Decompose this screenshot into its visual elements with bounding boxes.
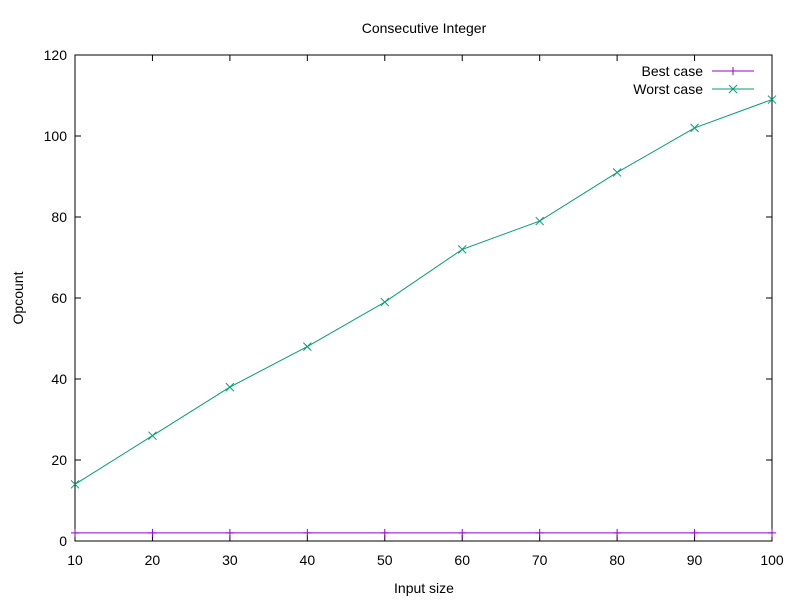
- legend-marker: [729, 67, 737, 75]
- data-point: [380, 528, 389, 537]
- x-axis-label: Input size: [394, 580, 454, 596]
- data-point: [302, 342, 312, 351]
- y-tick-label: 0: [59, 533, 67, 549]
- legend-marker: [728, 84, 738, 94]
- data-point: [458, 528, 467, 537]
- legend-label: Best case: [642, 63, 704, 79]
- y-tick-label: 60: [51, 290, 67, 306]
- data-point: [535, 216, 545, 226]
- y-axis-ticks: 0 20 40 60 80 100 120: [44, 47, 772, 549]
- x-tick-label: 30: [222, 552, 238, 568]
- y-tick-label: 100: [44, 128, 68, 144]
- y-axis-label: Opcount: [10, 271, 26, 324]
- data-point: [613, 528, 622, 537]
- data-point: [535, 528, 544, 537]
- x-tick-label: 100: [760, 552, 784, 568]
- data-point: [690, 528, 699, 537]
- x-tick-label: 60: [454, 552, 470, 568]
- chart-title: Consecutive Integer: [362, 20, 487, 36]
- x-tick-label: 20: [145, 552, 161, 568]
- x-tick-label: 90: [687, 552, 703, 568]
- x-tick-label: 70: [532, 552, 548, 568]
- data-point: [148, 431, 157, 441]
- data-point: [690, 123, 699, 133]
- series-line-worst-case: [74, 99, 773, 485]
- data-point: [148, 528, 157, 537]
- y-tick-label: 120: [44, 47, 68, 63]
- data-point: [768, 528, 776, 537]
- legend: Best case Worst case: [633, 63, 754, 97]
- x-tick-label: 40: [300, 552, 316, 568]
- x-tick-label: 80: [609, 552, 625, 568]
- data-point: [71, 528, 79, 537]
- data-point: [303, 528, 312, 537]
- y-tick-label: 20: [51, 452, 67, 468]
- data-point: [380, 297, 390, 307]
- x-axis-ticks: 10 20 30 40 50 60 70 80 90 100: [67, 55, 784, 568]
- data-point: [70, 479, 80, 489]
- x-tick-label: 10: [67, 552, 83, 568]
- data-point: [457, 245, 467, 254]
- x-tick-label: 50: [377, 552, 393, 568]
- y-tick-label: 80: [51, 209, 67, 225]
- plot-frame: [74, 54, 773, 542]
- data-point: [767, 95, 777, 104]
- y-tick-label: 40: [51, 371, 67, 387]
- data-point: [225, 528, 234, 537]
- data-point: [225, 382, 235, 392]
- data-point: [612, 168, 622, 177]
- legend-label: Worst case: [633, 81, 703, 97]
- series-layer: [70, 95, 777, 537]
